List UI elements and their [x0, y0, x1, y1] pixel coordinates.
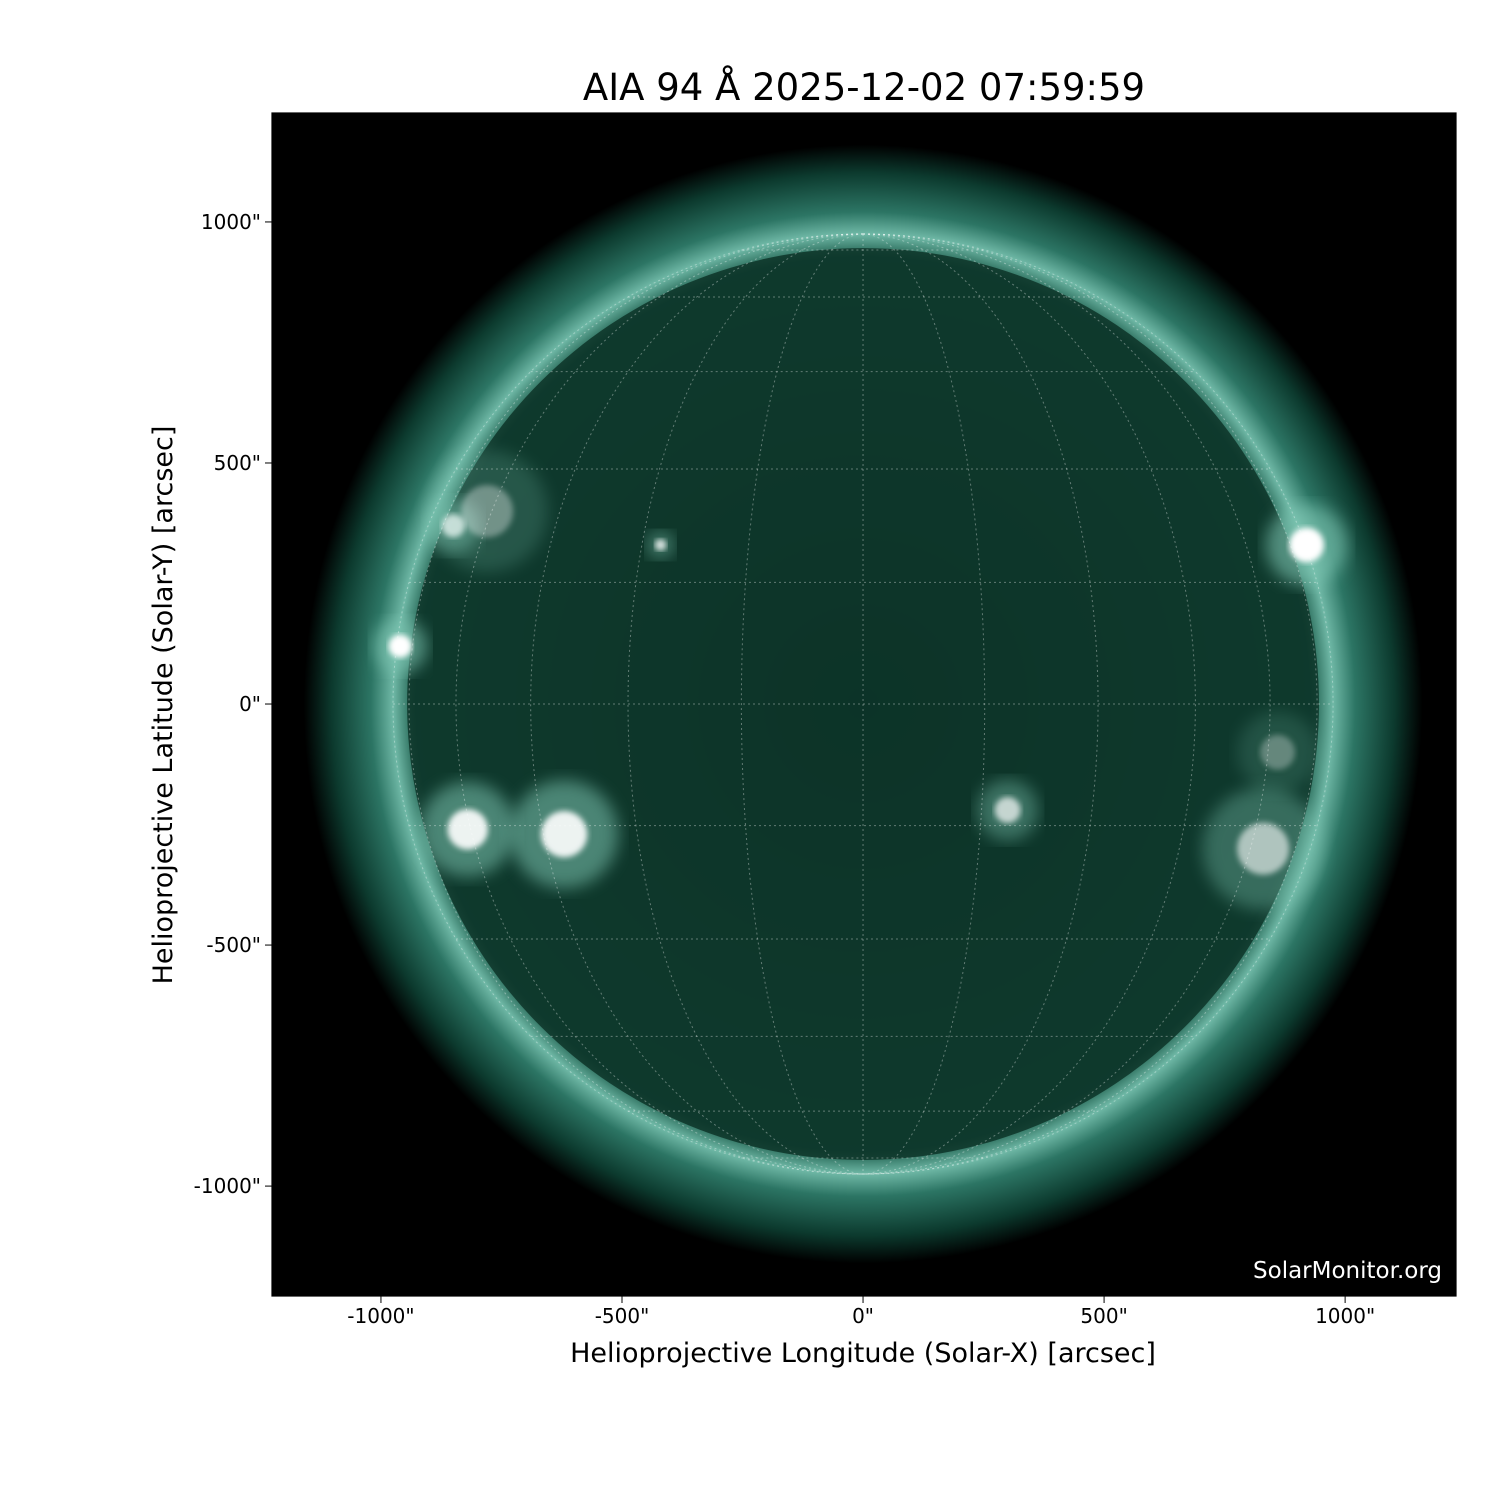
active-region [1260, 734, 1295, 770]
active-region [654, 539, 667, 551]
x-tick-label: 500" [1080, 1304, 1127, 1328]
active-regions [373, 450, 1348, 910]
active-region [1289, 527, 1324, 563]
active-region [447, 809, 488, 850]
longitude-line [456, 233, 864, 1175]
active-region [388, 634, 412, 658]
active-region [541, 811, 588, 858]
y-tick-label: -500" [206, 933, 261, 957]
active-region [460, 485, 514, 538]
longitude-line [863, 233, 1271, 1175]
x-tick-label: 1000" [1315, 1304, 1375, 1328]
x-tick-label: -500" [595, 1304, 650, 1328]
chart-title: AIA 94 Å 2025-12-02 07:59:59 [582, 66, 1146, 109]
y-tick-label: 500" [214, 451, 261, 475]
longitude-line [409, 233, 864, 1175]
active-region [994, 797, 1021, 824]
y-tick-label: -1000" [194, 1174, 261, 1198]
longitude-line [863, 233, 1196, 1175]
x-axis-label: Helioprojective Longitude (Solar-X) [arc… [570, 1338, 1156, 1369]
solar-disk [407, 248, 1319, 1160]
longitude-line [863, 233, 986, 1175]
x-tick-label: -1000" [347, 1304, 414, 1328]
heliographic-grid [393, 233, 1334, 1175]
longitude-line [863, 233, 1317, 1175]
y-tick-label: 0" [239, 692, 261, 716]
y-axis-label: Helioprojective Latitude (Solar-Y) [arcs… [148, 426, 179, 985]
x-tick-label: 0" [852, 1304, 874, 1328]
active-region [1237, 822, 1290, 875]
y-tick-label: 1000" [201, 210, 261, 234]
longitude-line [741, 233, 864, 1175]
longitude-line [530, 233, 864, 1175]
watermark: SolarMonitor.org [1253, 1258, 1442, 1284]
